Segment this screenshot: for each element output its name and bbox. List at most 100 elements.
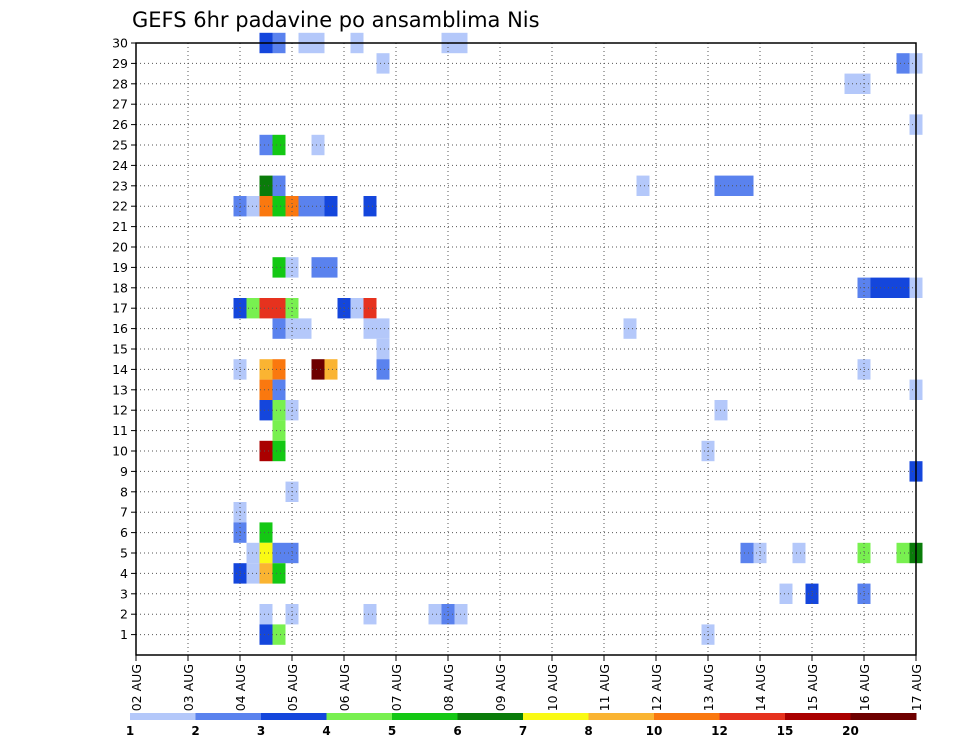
heatmap-cell — [844, 73, 858, 94]
chart-title: GEFS 6hr padavine po ansamblima Nis — [132, 8, 540, 32]
x-tick-label: 05 AUG — [285, 664, 300, 711]
heatmap-cell — [259, 196, 273, 217]
y-tick-label: 4 — [120, 566, 128, 581]
heatmap-cell — [272, 563, 286, 584]
heatmap-cell — [324, 196, 338, 217]
heatmap-cell — [740, 542, 754, 564]
heatmap-cell — [779, 583, 793, 604]
heatmap-cell — [324, 257, 338, 278]
y-tick-label: 29 — [112, 56, 128, 71]
y-tick-label: 17 — [112, 301, 128, 316]
colorbar-swatch — [850, 713, 917, 720]
heatmap-cell — [272, 420, 286, 441]
x-tick-label: 03 AUG — [181, 664, 196, 711]
colorbar-label: 1 — [126, 724, 134, 738]
colorbar-label: 2 — [191, 724, 199, 738]
x-tick-label: 09 AUG — [493, 664, 508, 711]
y-tick-label: 28 — [112, 76, 128, 91]
y-tick-label: 14 — [112, 362, 128, 377]
colorbar-label: 20 — [842, 724, 859, 738]
x-tick-label: 08 AUG — [441, 664, 456, 711]
heatmap-cell — [311, 257, 325, 278]
y-tick-label: 7 — [120, 505, 128, 520]
heatmap-cell — [428, 604, 442, 625]
heatmap-cell — [896, 542, 910, 564]
x-tick-label: 06 AUG — [337, 664, 352, 711]
heatmap-cell — [259, 379, 273, 400]
heatmap-cell — [896, 53, 910, 74]
colorbar-swatch — [326, 713, 393, 720]
x-tick-label: 10 AUG — [545, 664, 560, 711]
colorbar-swatch — [392, 713, 458, 720]
colorbar-swatch — [654, 713, 720, 720]
colorbar-swatch — [719, 713, 786, 720]
heatmap-cell — [792, 542, 806, 564]
y-tick-label: 23 — [112, 178, 128, 193]
heatmap-cell — [896, 277, 910, 298]
y-tick-label: 16 — [112, 321, 128, 336]
heatmap-cell — [272, 359, 286, 380]
heatmap-cell — [363, 196, 377, 217]
y-tick-label: 15 — [112, 342, 128, 357]
heatmap-cell — [311, 134, 325, 156]
colorbar-label: 8 — [584, 724, 592, 738]
y-tick-label: 27 — [112, 97, 128, 112]
heatmap-cell — [259, 522, 273, 543]
heatmap-cell — [259, 175, 273, 196]
heatmap-cell — [259, 624, 273, 645]
x-tick-label: 12 AUG — [649, 664, 664, 711]
heatmap-cell — [259, 298, 273, 319]
colorbar-label: 5 — [388, 724, 396, 738]
heatmap-cell — [259, 542, 273, 564]
heatmap-cell — [636, 175, 650, 196]
colorbar-swatch — [523, 713, 589, 720]
heatmap-cell — [272, 318, 286, 339]
y-tick-label: 12 — [112, 403, 128, 418]
y-tick-label: 30 — [112, 36, 128, 51]
colorbar-label: 7 — [519, 724, 527, 738]
heatmap-cell — [259, 134, 273, 156]
heatmap-cell — [363, 604, 377, 625]
x-tick-label: 11 AUG — [597, 664, 612, 711]
heatmap-cell — [376, 318, 390, 339]
x-tick-label: 16 AUG — [857, 664, 872, 711]
heatmap-cell — [272, 624, 286, 645]
colorbar-swatch — [261, 713, 327, 720]
heatmap-cell — [311, 359, 325, 380]
heatmap-cell — [259, 440, 273, 462]
colorbar-label: 4 — [322, 724, 330, 738]
y-tick-label: 26 — [112, 117, 128, 132]
heatmap-cell — [272, 134, 286, 156]
y-tick-label: 24 — [112, 158, 128, 173]
heatmap-cell — [272, 542, 286, 564]
colorbar-label: 6 — [453, 724, 461, 738]
heatmap-cell — [376, 359, 390, 380]
heatmap-cell — [324, 359, 338, 380]
y-tick-label: 13 — [112, 382, 128, 397]
heatmap-cell — [259, 604, 273, 625]
colorbar-label: 3 — [257, 724, 265, 738]
heatmap-cell — [363, 318, 377, 339]
colorbar-swatch — [130, 713, 196, 720]
colorbar-swatch — [195, 713, 262, 720]
y-axis: 1234567891011121314151617181920212223242… — [112, 36, 136, 642]
x-tick-label: 13 AUG — [701, 664, 716, 711]
heatmap-cell — [272, 257, 286, 278]
x-tick-label: 02 AUG — [129, 664, 144, 711]
y-tick-label: 10 — [112, 444, 128, 459]
heatmap-cell — [376, 338, 390, 360]
y-tick-label: 21 — [112, 219, 128, 234]
heatmap-cell — [623, 318, 637, 339]
heatmap-cell — [259, 563, 273, 584]
heatmap-cell — [311, 196, 325, 217]
heatmap-cell — [272, 379, 286, 400]
heatmap-cell — [259, 400, 273, 421]
y-tick-label: 18 — [112, 280, 128, 295]
x-tick-label: 04 AUG — [233, 664, 248, 711]
y-tick-label: 19 — [112, 260, 128, 275]
heatmap-cell — [272, 440, 286, 462]
colorbar-swatch — [588, 713, 655, 720]
y-tick-label: 6 — [120, 525, 128, 540]
colorbar-label: 12 — [711, 724, 728, 738]
